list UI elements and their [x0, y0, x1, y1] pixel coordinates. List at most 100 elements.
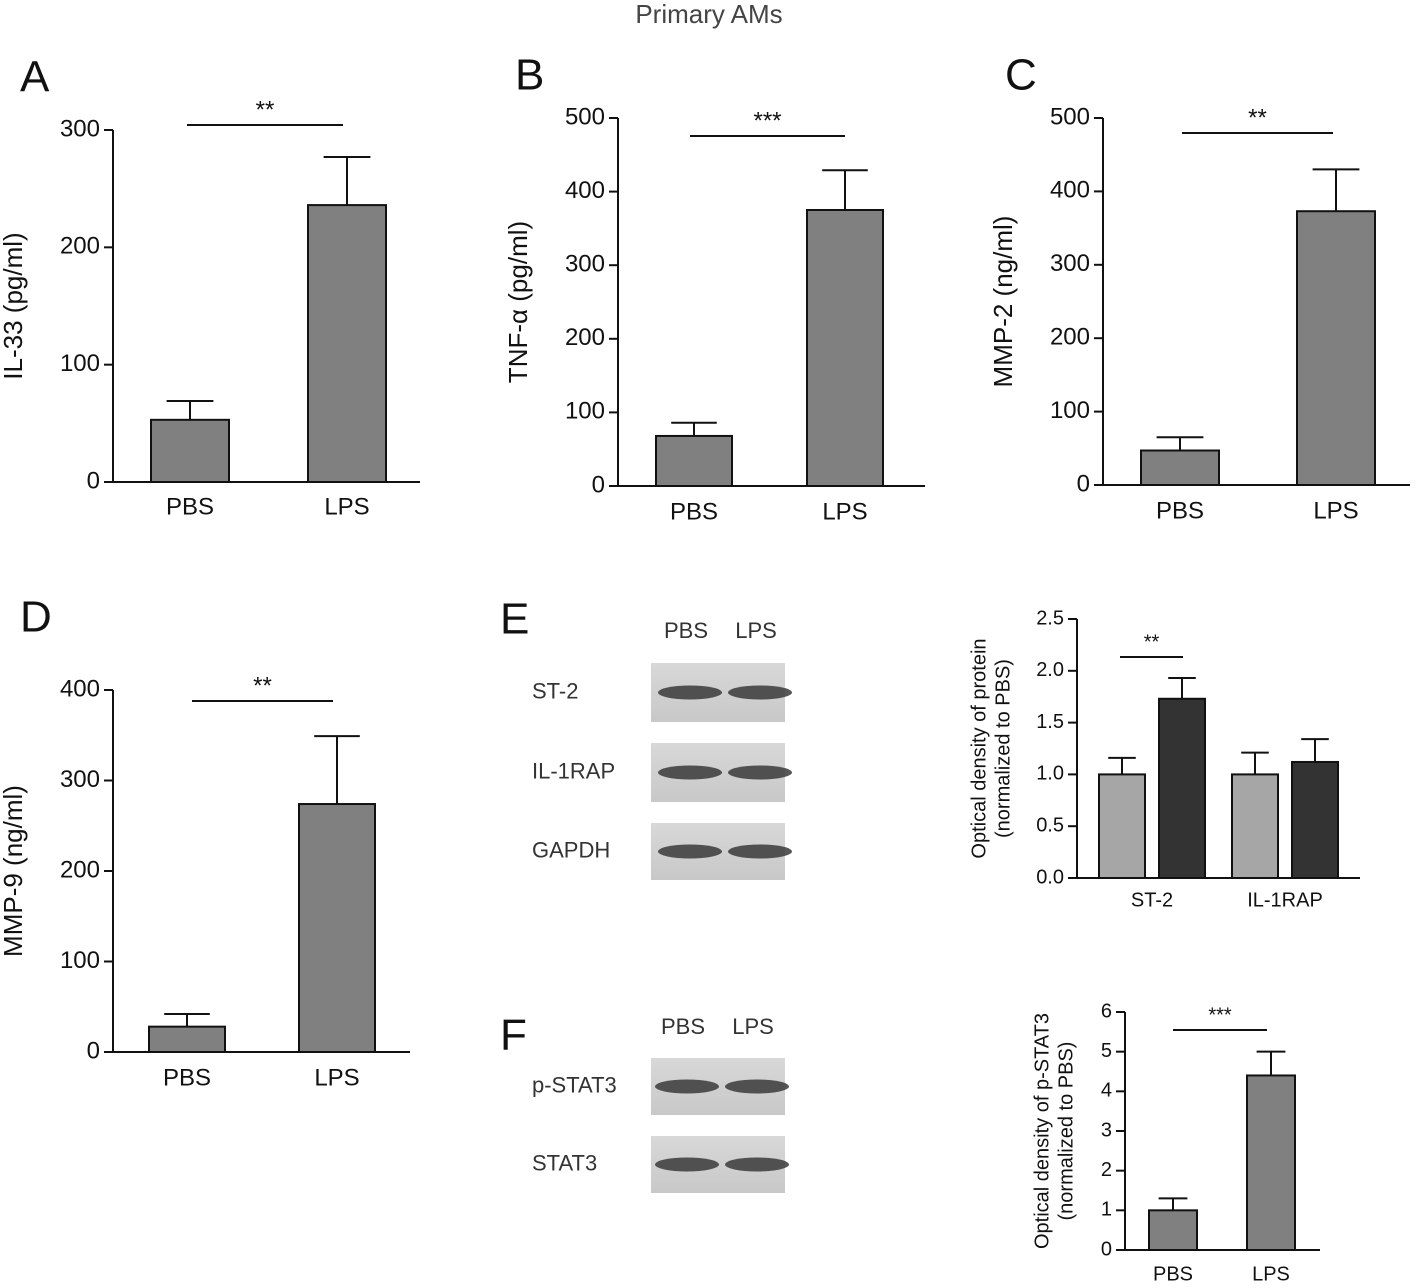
y-axis-label: Optical density of protein	[968, 638, 990, 858]
y-tick-label: 100	[565, 398, 605, 425]
y-tick-label: 6	[1101, 1000, 1112, 1022]
lane-label: PBS	[661, 1014, 705, 1039]
y-tick-label: 0	[1101, 1238, 1112, 1260]
blot-band	[728, 844, 792, 859]
x-tick-label: LPS	[314, 1064, 359, 1091]
blot-band	[728, 685, 792, 700]
y-tick-label: 5	[1101, 1040, 1112, 1062]
row-label: ST-2	[532, 678, 578, 703]
y-axis-label: IL-33 (pg/ml)	[0, 232, 28, 379]
x-tick-label: IL-1RAP	[1247, 889, 1323, 911]
bar	[1158, 697, 1206, 879]
y-tick-label: 100	[1050, 397, 1090, 424]
y-tick-label: 2.0	[1036, 659, 1064, 681]
row-label: STAT3	[532, 1150, 597, 1175]
blot-band	[725, 1157, 789, 1172]
y-tick-label: 200	[565, 324, 605, 351]
bar	[1296, 210, 1376, 487]
bar	[655, 434, 733, 487]
blot-band	[655, 1157, 719, 1172]
y-tick-label: 4	[1101, 1080, 1112, 1102]
y-tick-label: 200	[60, 233, 100, 260]
y-tick-label: 300	[60, 115, 100, 142]
panel-label: B	[515, 51, 544, 100]
x-tick-label: PBS	[670, 498, 718, 525]
y-axis-label: (normalized to PBS)	[1055, 1042, 1077, 1221]
y-tick-label: 300	[60, 766, 100, 793]
bar	[307, 204, 387, 484]
panel-label: A	[20, 53, 50, 102]
y-axis-label: TNF-α (pg/ml)	[503, 221, 533, 383]
y-tick-label: 0	[87, 1037, 100, 1064]
x-tick-label: LPS	[1252, 1263, 1290, 1285]
blot-band	[658, 765, 722, 780]
lane-label: LPS	[735, 618, 777, 643]
x-tick-label: ST-2	[1131, 889, 1173, 911]
figure-title: Primary AMs	[635, 0, 782, 29]
significance-label: **	[256, 96, 275, 123]
y-tick-label: 3	[1101, 1119, 1112, 1141]
blot-band	[658, 685, 722, 700]
y-axis-label: (normalized to PBS)	[992, 659, 1014, 838]
row-label: p-STAT3	[532, 1072, 617, 1097]
y-tick-label: 200	[60, 856, 100, 883]
y-tick-label: 0.0	[1036, 866, 1064, 888]
y-tick-label: 300	[1050, 250, 1090, 277]
bar	[1246, 1074, 1296, 1252]
y-tick-label: 0	[1077, 470, 1090, 497]
y-tick-label: 2	[1101, 1159, 1112, 1181]
bar	[148, 1025, 226, 1054]
x-tick-label: PBS	[166, 493, 214, 520]
significance-label: **	[1248, 104, 1267, 131]
y-tick-label: 500	[1050, 103, 1090, 130]
panel-label: C	[1005, 51, 1037, 100]
blot-band	[658, 844, 722, 859]
lane-label: PBS	[664, 618, 708, 643]
y-tick-label: 1	[1101, 1199, 1112, 1221]
blot-band	[655, 1079, 719, 1094]
bar	[298, 803, 376, 1054]
y-axis-label: MMP-2 (ng/ml)	[988, 216, 1018, 388]
blot-band	[728, 765, 792, 780]
x-tick-label: LPS	[1313, 497, 1358, 524]
panel-label: F	[500, 1011, 527, 1060]
y-tick-label: 400	[565, 177, 605, 204]
y-tick-label: 0	[87, 467, 100, 494]
y-axis-label: Optical density of p-STAT3	[1031, 1013, 1053, 1249]
blot-band	[725, 1079, 789, 1094]
x-tick-label: LPS	[822, 498, 867, 525]
significance-label: **	[253, 672, 272, 699]
y-tick-label: 400	[1050, 177, 1090, 204]
bar	[150, 418, 230, 483]
y-tick-label: 500	[565, 103, 605, 130]
significance-label: **	[1144, 631, 1160, 653]
bar	[1231, 773, 1279, 880]
panel-label: E	[500, 595, 529, 644]
bar	[1140, 449, 1220, 487]
y-tick-label: 1.0	[1036, 763, 1064, 785]
x-tick-label: PBS	[1156, 497, 1204, 524]
y-tick-label: 100	[60, 350, 100, 377]
y-tick-label: 1.5	[1036, 711, 1064, 733]
row-label: GAPDH	[532, 837, 610, 862]
bar	[1291, 760, 1339, 880]
panel-label: D	[20, 593, 52, 642]
y-axis-label: MMP-9 (ng/ml)	[0, 785, 28, 957]
bar	[806, 209, 884, 487]
x-tick-label: PBS	[163, 1064, 211, 1091]
row-label: IL-1RAP	[532, 758, 615, 783]
x-tick-label: LPS	[324, 493, 369, 520]
y-tick-label: 100	[60, 947, 100, 974]
y-tick-label: 0	[592, 471, 605, 498]
y-tick-label: 300	[565, 251, 605, 278]
bar	[1148, 1209, 1198, 1252]
lane-label: LPS	[732, 1014, 774, 1039]
y-tick-label: 0.5	[1036, 814, 1064, 836]
bar	[1098, 773, 1146, 880]
y-tick-label: 2.5	[1036, 607, 1064, 629]
significance-label: ***	[753, 107, 781, 134]
x-tick-label: PBS	[1153, 1263, 1193, 1285]
y-tick-label: 400	[60, 675, 100, 702]
y-tick-label: 200	[1050, 324, 1090, 351]
